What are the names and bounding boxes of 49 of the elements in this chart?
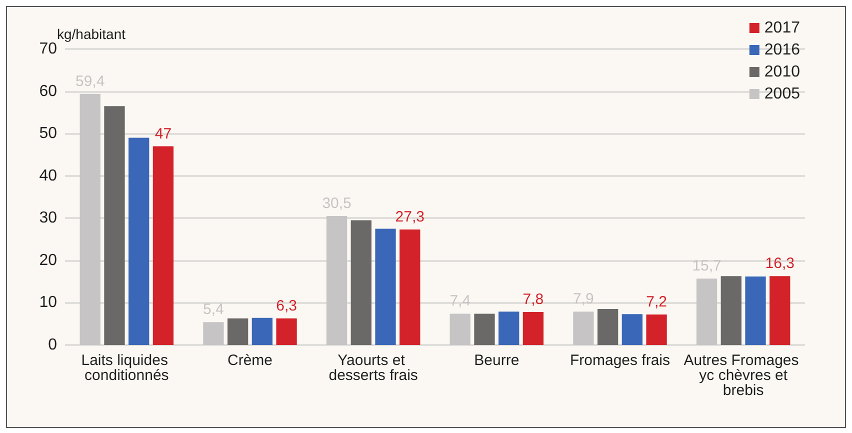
x-tick-label: Crème [227, 352, 273, 369]
bar [745, 276, 766, 345]
bar [720, 276, 742, 345]
bar [104, 106, 125, 345]
bar [622, 314, 643, 345]
bar [573, 312, 594, 345]
x-tick-label: Beurre [474, 352, 520, 369]
bar [474, 314, 495, 345]
x-tick-label: Autres Fromages yc chèvres et brebis [684, 352, 803, 399]
bar [252, 318, 273, 345]
y-tick-label: 60 [39, 82, 58, 100]
bar [770, 276, 790, 345]
data-label: 7,8 [522, 291, 544, 308]
data-label: 47 [154, 125, 172, 142]
bar [128, 138, 150, 345]
x-tick-label: Laits liquides conditionnés [81, 352, 172, 384]
data-label: 6,3 [276, 297, 297, 314]
bar [350, 220, 372, 345]
y-tick-label: 70 [39, 40, 58, 58]
data-label: 27,3 [395, 208, 424, 226]
legend-label: 2016 [764, 42, 800, 58]
bar [203, 322, 224, 345]
data-label: 7,2 [646, 294, 667, 311]
bar [522, 312, 544, 345]
legend-label: 2017 [764, 20, 800, 36]
y-tick-label: 20 [39, 252, 58, 269]
bar [80, 94, 100, 345]
bar [696, 278, 718, 345]
y-axis-title: kg/habitant [57, 26, 126, 42]
bar [498, 312, 520, 345]
bar [597, 309, 618, 345]
bar [646, 314, 667, 345]
y-tick-label: 30 [39, 210, 58, 227]
bar [450, 314, 470, 345]
y-tick-label: 50 [39, 125, 58, 142]
data-label: 16,3 [765, 255, 794, 272]
bar [276, 318, 297, 345]
y-tick-label: 10 [39, 294, 58, 312]
x-tick-label: Yaourts et desserts frais [328, 352, 418, 384]
y-tick-label: 40 [39, 167, 58, 184]
bar [326, 216, 348, 345]
bar [152, 146, 174, 345]
x-tick-label: Fromages frais [570, 352, 670, 369]
bar [227, 318, 248, 345]
legend-label: 2005 [764, 86, 800, 102]
bar [375, 228, 396, 345]
legend-label: 2010 [764, 64, 800, 80]
bar [400, 230, 420, 345]
y-tick-label: 0 [48, 336, 58, 354]
